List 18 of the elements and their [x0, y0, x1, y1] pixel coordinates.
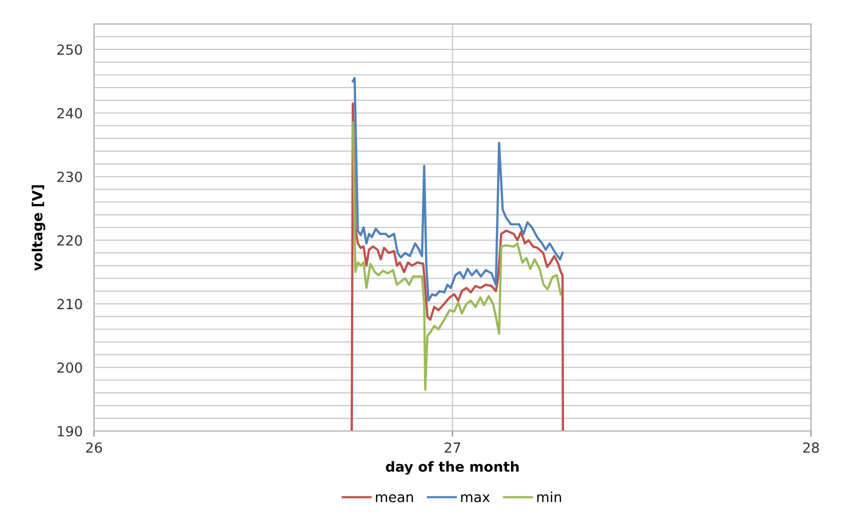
y-tick-label: 210 [57, 298, 82, 310]
y-tick-label: 230 [57, 172, 82, 182]
x-tick-label: 26 [86, 442, 102, 453]
legend-label: mean [376, 494, 413, 502]
line-series [352, 121, 562, 391]
y-tick-label: 190 [58, 426, 82, 436]
y-tick-label: 240 [57, 108, 82, 119]
x-axis-title: day of the month [386, 461, 519, 475]
x-tick-label: 28 [803, 442, 819, 453]
line-series [352, 76, 564, 302]
y-tick-label: 200 [57, 362, 82, 373]
legend-label: min [537, 492, 562, 502]
line-series [350, 102, 564, 431]
y-tick-label: 250 [57, 44, 82, 55]
x-tick-label: 27 [444, 442, 460, 453]
y-axis-title: voltage [V] [32, 185, 46, 271]
y-tick-label: 220 [57, 235, 82, 246]
legend-label: max [461, 494, 490, 502]
